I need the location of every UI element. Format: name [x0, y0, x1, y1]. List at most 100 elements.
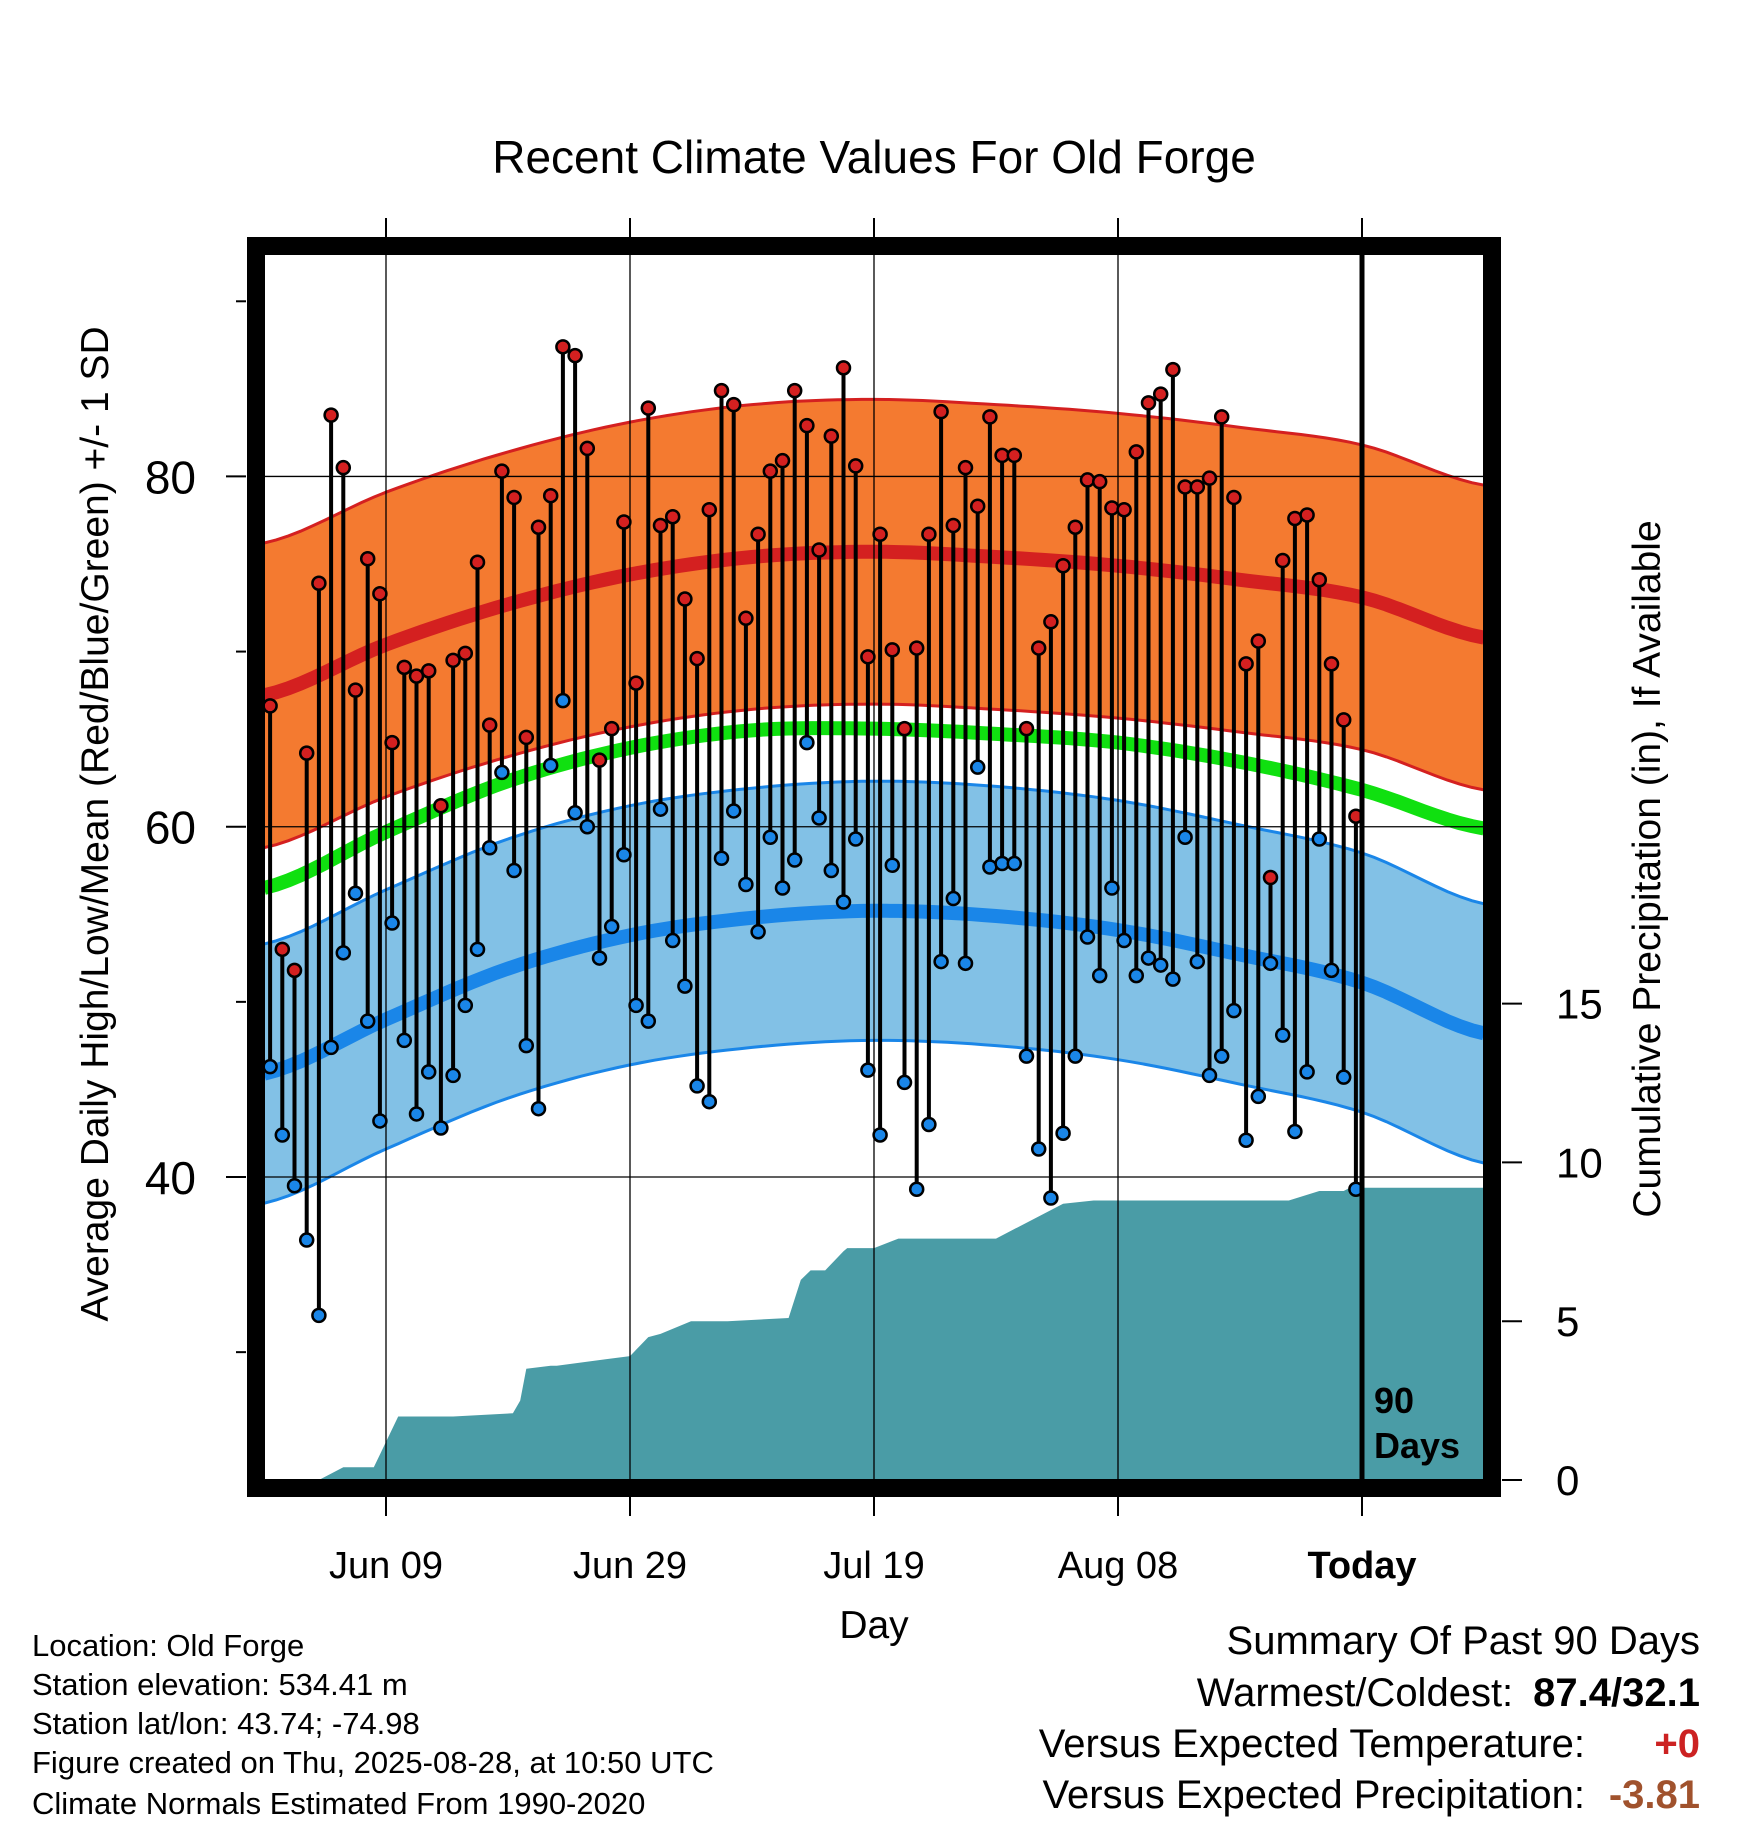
daily-high-point	[1201, 470, 1218, 486]
daily-observation	[1018, 720, 1035, 1064]
daily-observation	[1323, 656, 1340, 979]
y-tick-label-right: 0	[1556, 1457, 1579, 1504]
daily-low-point	[518, 1037, 535, 1054]
daily-observation	[1030, 640, 1047, 1157]
daily-low-point	[494, 764, 510, 781]
daily-observation	[1262, 869, 1279, 972]
daily-low-point	[1201, 1067, 1218, 1084]
daily-high-point	[1091, 473, 1108, 490]
daily-observation	[713, 382, 730, 866]
daily-low-point	[921, 1116, 937, 1133]
daily-low-point	[689, 1078, 705, 1094]
daily-low-point	[1311, 831, 1328, 847]
daily-observation	[298, 745, 315, 1248]
daily-observation	[774, 452, 791, 896]
daily-observation	[1152, 386, 1169, 973]
daily-observation	[786, 382, 803, 868]
y-tick-label-right: 10	[1556, 1139, 1603, 1186]
daily-observation	[701, 501, 718, 1110]
daily-low-point	[1189, 953, 1206, 970]
daily-high-point	[921, 526, 937, 542]
daily-observation	[1177, 479, 1193, 845]
daily-high-point	[286, 962, 303, 979]
daily-observation	[567, 347, 583, 821]
daily-high-point	[1018, 720, 1035, 737]
temp-departure-value: +0	[1654, 1722, 1700, 1766]
daily-observation	[1311, 572, 1328, 847]
temp-departure-label: Versus Expected Temperature:	[1038, 1722, 1585, 1766]
daily-observation	[445, 652, 461, 1084]
daily-observation	[335, 459, 352, 961]
daily-low-point	[335, 945, 352, 961]
daily-low-point	[786, 852, 803, 868]
daily-observation	[1201, 470, 1218, 1084]
daily-high-point	[264, 698, 278, 714]
daily-low-point	[347, 885, 364, 902]
daily-observation	[933, 403, 949, 970]
daily-observation	[1189, 479, 1206, 970]
daily-high-point	[433, 797, 449, 814]
daily-observation	[872, 526, 888, 1143]
daily-low-point	[1299, 1064, 1315, 1080]
daily-high-point	[1030, 640, 1047, 656]
daily-high-point	[969, 498, 986, 514]
y-tick-label-left: 80	[145, 451, 196, 503]
summary-heading: Summary Of Past 90 Days	[1226, 1619, 1700, 1663]
daily-observations	[264, 339, 1364, 1324]
daily-observation	[1043, 614, 1059, 1206]
daily-high-point	[1311, 572, 1328, 588]
daily-low-point	[264, 1058, 278, 1075]
warmest-coldest-value: 87.4/32.1	[1533, 1671, 1700, 1715]
daily-low-point	[725, 803, 742, 819]
x-tick-label: Aug 08	[1058, 1545, 1178, 1587]
daily-high-point	[957, 459, 974, 476]
daily-low-point	[628, 997, 644, 1014]
daily-observation	[481, 717, 498, 856]
daily-observation	[738, 610, 754, 893]
daily-observation	[969, 498, 986, 775]
daily-high-point	[311, 575, 327, 592]
daily-high-point	[762, 463, 779, 479]
today-marker-label-days: Days	[1374, 1425, 1460, 1466]
daily-observation	[689, 650, 705, 1094]
daily-low-point	[457, 997, 474, 1014]
daily-low-point	[1152, 957, 1169, 973]
info-normals: Climate Normals Estimated From 1990-2020	[32, 1786, 646, 1821]
daily-observation	[957, 459, 974, 972]
daily-observation	[323, 407, 339, 1056]
daily-low-point	[908, 1181, 925, 1198]
daily-low-point	[713, 850, 730, 866]
daily-high-point	[518, 729, 535, 746]
daily-low-point	[957, 955, 974, 972]
daily-low-point	[1274, 1027, 1291, 1043]
daily-observation	[1055, 558, 1071, 1141]
daily-high-point	[1238, 656, 1254, 672]
daily-observation	[542, 487, 559, 774]
daily-low-point	[506, 862, 522, 879]
daily-high-point	[1250, 633, 1267, 649]
daily-high-point	[1116, 501, 1132, 518]
daily-low-point	[445, 1067, 461, 1084]
daily-high-point	[347, 682, 364, 698]
daily-low-point	[945, 890, 962, 907]
daily-low-point	[1018, 1048, 1035, 1064]
daily-observation	[1165, 361, 1181, 987]
daily-high-point	[664, 508, 681, 525]
daily-high-point	[506, 489, 522, 506]
daily-low-point	[664, 932, 681, 949]
daily-observation	[1348, 808, 1364, 1198]
daily-high-point	[579, 440, 596, 457]
daily-observation	[274, 941, 291, 1143]
daily-observation	[579, 440, 596, 835]
daily-observation	[555, 339, 571, 709]
y-axis-right-label: Cumulative Precipitation (in), If Availa…	[1626, 520, 1669, 1217]
daily-high-point	[1299, 507, 1315, 523]
x-tick-label: Jun 29	[573, 1545, 687, 1587]
daily-low-point	[274, 1127, 291, 1143]
daily-low-point	[420, 1064, 437, 1080]
daily-low-point	[1043, 1190, 1059, 1206]
daily-low-point	[701, 1093, 718, 1110]
daily-low-point	[323, 1039, 339, 1056]
daily-high-point	[396, 659, 413, 676]
info-location: Location: Old Forge	[32, 1628, 305, 1663]
